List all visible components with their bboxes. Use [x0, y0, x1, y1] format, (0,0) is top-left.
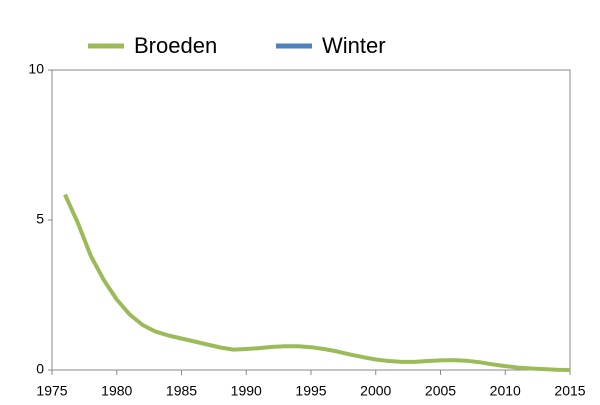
x-tick-label: 2010	[490, 383, 521, 399]
y-tick-label: 5	[36, 211, 44, 227]
legend-label: Broeden	[134, 33, 217, 58]
x-tick-label: 1975	[36, 383, 67, 399]
x-tick-label: 1985	[166, 383, 197, 399]
series-line	[63, 193, 571, 372]
y-tick-label: 0	[36, 361, 44, 377]
x-tick-label: 2005	[425, 383, 456, 399]
x-tick-label: 1995	[295, 383, 326, 399]
x-tick-label: 2000	[360, 383, 391, 399]
x-tick-label: 2015	[554, 383, 585, 399]
x-tick-label: 1990	[231, 383, 262, 399]
plot-frame	[51, 69, 571, 371]
y-tick-label: 10	[28, 61, 44, 77]
legend-label: Winter	[322, 33, 386, 58]
x-tick-label: 1980	[101, 383, 132, 399]
